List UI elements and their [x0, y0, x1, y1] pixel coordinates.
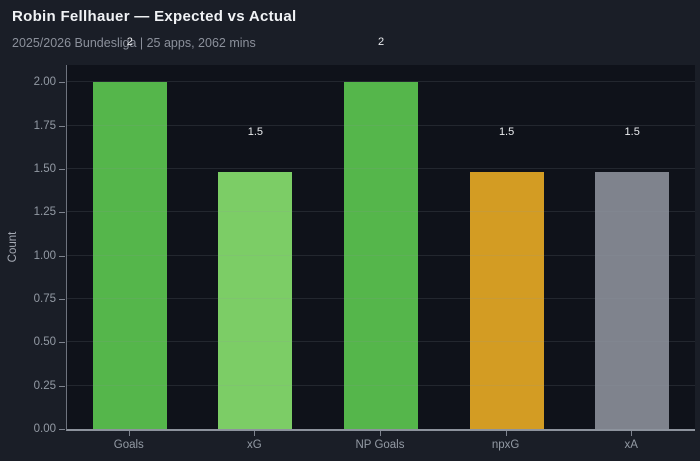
- bar-npxg: [469, 172, 544, 429]
- bar-xg: [218, 172, 293, 429]
- bar-goals: [92, 82, 167, 429]
- y-tick-label: 0.00: [33, 423, 56, 435]
- y-tick-mark: [59, 385, 65, 387]
- x-tick-label: NP Goals: [355, 439, 405, 451]
- y-tick-mark: [59, 429, 65, 430]
- y-tick-mark: [59, 255, 65, 257]
- x-tick-label: xA: [624, 439, 638, 451]
- x-tick-label: npxG: [491, 439, 520, 451]
- y-tick-mark: [59, 125, 65, 127]
- gridline: [67, 124, 695, 126]
- gridline: [67, 298, 695, 299]
- y-tick-mark: [59, 169, 65, 170]
- y-tick-mark: [59, 212, 65, 214]
- y-tick-label: 0.25: [33, 379, 56, 392]
- plot-area: 2 1.5 2 1.5 1.5: [66, 36, 695, 431]
- bar-value-label: 2: [377, 36, 385, 49]
- y-tick-mark: [59, 82, 65, 84]
- bar-value-label: 1.5: [624, 126, 640, 139]
- bar-np-goals: [344, 82, 418, 429]
- gridline: [67, 81, 695, 83]
- x-tick-mark: [380, 431, 381, 436]
- page-title: Robin Fellhauer — Expected vs Actual: [12, 8, 297, 25]
- gridline: [67, 341, 695, 343]
- bar-value-label: 1.5: [498, 126, 515, 139]
- y-tick-label: 1.75: [33, 119, 56, 132]
- bar-xa: [595, 172, 670, 429]
- y-tick-label: 2.00: [33, 76, 56, 89]
- bar-value-label: 1.5: [247, 126, 264, 139]
- x-tick-label: Goals: [113, 439, 144, 451]
- bar-value-label: 2: [126, 36, 133, 49]
- gridline: [67, 254, 695, 256]
- page-subtitle: 2025/2026 Bundesliga | 25 apps, 2062 min…: [12, 36, 256, 50]
- x-tick-mark: [128, 431, 130, 436]
- y-tick-label: 0.75: [33, 293, 56, 305]
- y-tick-mark: [59, 299, 65, 300]
- gridline: [67, 384, 695, 386]
- x-tick-label: xG: [247, 439, 262, 451]
- y-tick-label: 1.25: [33, 206, 56, 219]
- x-tick-mark: [631, 431, 633, 436]
- y-tick-label: 1.50: [33, 163, 56, 175]
- y-tick-mark: [59, 342, 65, 344]
- y-tick-label: 1.00: [33, 249, 56, 262]
- x-tick-mark: [254, 431, 256, 436]
- x-tick-mark: [505, 431, 507, 436]
- y-tick-label: 0.50: [33, 336, 56, 349]
- gridline: [67, 168, 695, 169]
- gridline: [67, 211, 695, 213]
